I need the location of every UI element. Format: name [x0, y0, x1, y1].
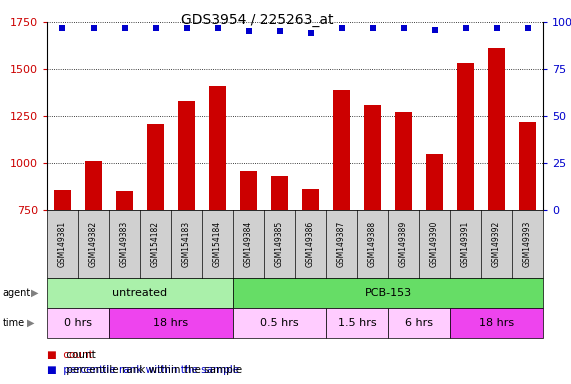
Bar	[364, 105, 381, 210]
Text: ▶: ▶	[27, 318, 35, 328]
Text: 18 hrs: 18 hrs	[154, 318, 188, 328]
Text: GSM149383: GSM149383	[120, 221, 129, 267]
Point	[58, 25, 67, 31]
Text: GSM149382: GSM149382	[89, 221, 98, 267]
Bar	[488, 48, 505, 210]
Text: 6 hrs: 6 hrs	[405, 318, 433, 328]
Text: ■  percentile rank within the sample: ■ percentile rank within the sample	[47, 365, 239, 375]
Text: percentile rank within the sample: percentile rank within the sample	[63, 365, 242, 375]
Point	[430, 26, 439, 33]
Bar	[426, 154, 443, 210]
Text: count: count	[63, 350, 96, 360]
Bar	[271, 176, 288, 210]
Text: GSM149392: GSM149392	[492, 221, 501, 267]
Text: untreated: untreated	[112, 288, 167, 298]
Bar	[116, 191, 133, 210]
Point	[151, 25, 160, 31]
Text: GSM149391: GSM149391	[461, 221, 470, 267]
Text: 1.5 hrs: 1.5 hrs	[337, 318, 376, 328]
Text: PCB-153: PCB-153	[364, 288, 412, 298]
Bar	[85, 161, 102, 210]
Bar	[209, 86, 226, 210]
Text: GDS3954 / 225263_at: GDS3954 / 225263_at	[180, 13, 333, 27]
Text: GSM149386: GSM149386	[306, 221, 315, 267]
Text: GSM149387: GSM149387	[337, 221, 346, 267]
Text: GSM149393: GSM149393	[523, 221, 532, 267]
Text: GSM154184: GSM154184	[213, 221, 222, 267]
Point	[399, 25, 408, 31]
Point	[244, 28, 253, 35]
Bar	[178, 101, 195, 210]
Point	[368, 25, 377, 31]
Text: GSM149388: GSM149388	[368, 221, 377, 267]
Point	[461, 25, 470, 31]
Text: GSM154182: GSM154182	[151, 221, 160, 267]
Text: ■  count: ■ count	[47, 350, 93, 360]
Point	[523, 25, 532, 31]
Text: agent: agent	[3, 288, 31, 298]
Bar	[519, 122, 536, 210]
Bar	[395, 112, 412, 210]
Point	[306, 30, 315, 36]
Text: GSM149384: GSM149384	[244, 221, 253, 267]
Bar	[302, 189, 319, 210]
Bar	[240, 170, 257, 210]
Bar	[147, 124, 164, 210]
Text: 0.5 hrs: 0.5 hrs	[260, 318, 299, 328]
Text: GSM149385: GSM149385	[275, 221, 284, 267]
Bar	[457, 63, 474, 210]
Text: GSM149381: GSM149381	[58, 221, 67, 267]
Bar	[333, 90, 350, 210]
Text: 18 hrs: 18 hrs	[479, 318, 514, 328]
Point	[337, 25, 346, 31]
Point	[120, 25, 129, 31]
Point	[89, 25, 98, 31]
Point	[213, 25, 222, 31]
Point	[275, 28, 284, 35]
Point	[182, 25, 191, 31]
Text: GSM154183: GSM154183	[182, 221, 191, 267]
Text: ▶: ▶	[31, 288, 39, 298]
Text: GSM149390: GSM149390	[430, 221, 439, 267]
Text: time: time	[3, 318, 25, 328]
Bar	[54, 190, 71, 210]
Point	[492, 25, 501, 31]
Text: GSM149389: GSM149389	[399, 221, 408, 267]
Text: 0 hrs: 0 hrs	[64, 318, 92, 328]
